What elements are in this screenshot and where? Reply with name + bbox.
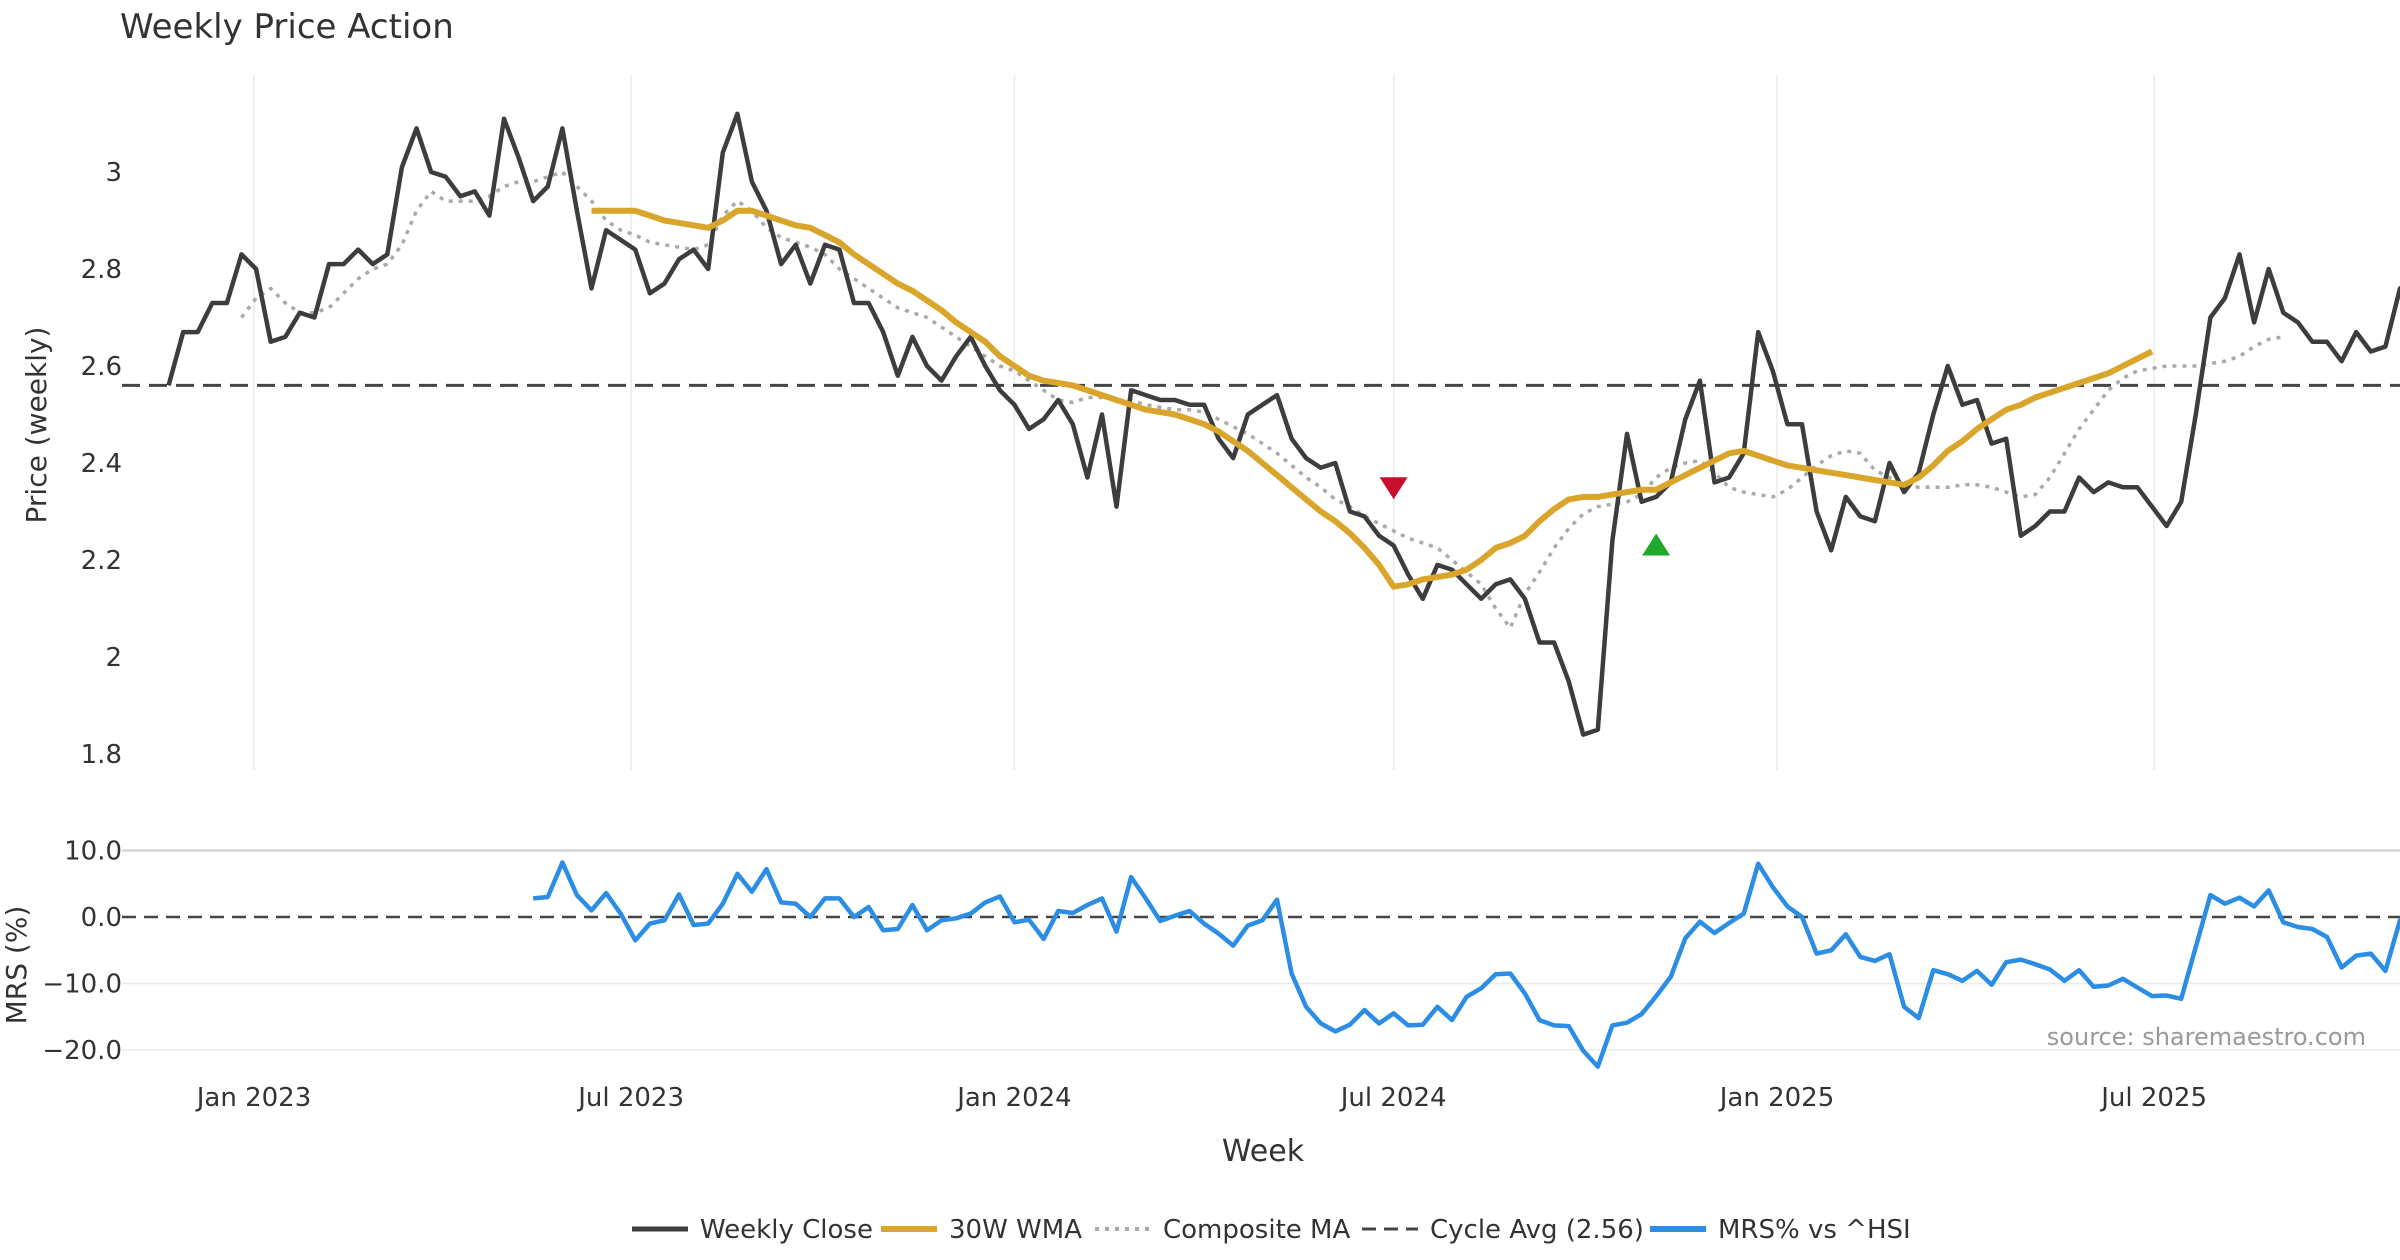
price-y-axis-label: Price (weekly) — [20, 327, 53, 524]
x-tick-label: Jan 2023 — [195, 1083, 312, 1113]
mrs-y-ticks: 10.0 0.0 −10.0 −20.0 — [42, 837, 122, 1067]
mrs-line — [532, 860, 2400, 1069]
source-text: source: sharemaestro.com — [2047, 1023, 2366, 1051]
mrs-y-axis-label: MRS (%) — [0, 906, 33, 1025]
price-y-tick-label: 2.4 — [81, 449, 122, 479]
composite-ma-line — [240, 170, 2284, 630]
price-y-tick-label: 2.6 — [81, 352, 122, 382]
legend-label-2: Composite MA — [1163, 1215, 1350, 1245]
legend-label-1: 30W WMA — [949, 1215, 1082, 1245]
price-y-tick-label: 2 — [105, 643, 122, 673]
legend-label-4: MRS% vs ^HSI — [1718, 1215, 1911, 1245]
buy-marker — [1642, 533, 1671, 556]
x-tick-label: Jan 2025 — [1718, 1083, 1835, 1113]
x-tick-label: Jul 2024 — [1339, 1083, 1447, 1113]
price-y-tick-label: 2.2 — [81, 546, 122, 576]
price-grid — [253, 75, 2155, 770]
mrs-grid — [122, 982, 2400, 1051]
mrs-y-tick-label: 0.0 — [81, 903, 122, 933]
legend-label-0: Weekly Close — [700, 1215, 873, 1245]
signal-markers — [1379, 477, 1671, 556]
price-y-tick-label: 1.8 — [81, 740, 122, 770]
legend-label-3: Cycle Avg (2.56) — [1430, 1215, 1644, 1245]
x-axis-label: Week — [1222, 1134, 1305, 1169]
x-ticks: Jan 2023 Jul 2023 Jan 2024 Jul 2024 Jan 2025… — [195, 1083, 2207, 1113]
x-tick-label: Jul 2023 — [576, 1083, 684, 1113]
weekly-close-line — [166, 111, 2400, 737]
wma-line — [591, 207, 2154, 590]
x-tick-label: Jan 2024 — [955, 1083, 1072, 1113]
sell-marker — [1379, 477, 1408, 500]
mrs-y-tick-label: 10.0 — [64, 837, 122, 867]
mrs-y-tick-label: −20.0 — [42, 1036, 122, 1066]
price-y-ticks: 1.8 2 2.2 2.4 2.6 2.8 3 — [81, 158, 122, 770]
price-y-tick-label: 3 — [105, 158, 122, 188]
legend: Weekly Close 30W WMA Composite MA Cycle Avg… — [632, 1215, 1911, 1245]
chart-title: Weekly Price Action — [120, 7, 454, 47]
mrs-y-tick-label: −10.0 — [42, 970, 122, 1000]
x-tick-label: Jul 2025 — [2099, 1083, 2207, 1113]
price-y-tick-label: 2.8 — [81, 255, 122, 285]
